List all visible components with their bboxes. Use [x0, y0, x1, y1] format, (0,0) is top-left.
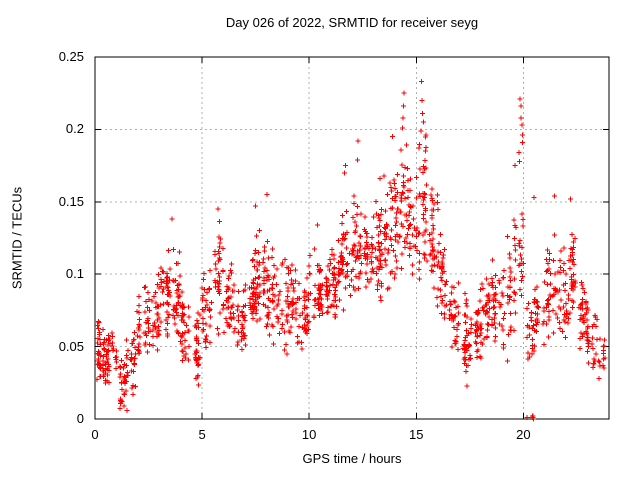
y-tick-label: 0: [76, 411, 84, 426]
plot-border: [94, 56, 610, 420]
x-tick-label: 5: [198, 427, 206, 442]
x-tick-label: 10: [301, 427, 317, 442]
x-tick-label: 20: [516, 427, 531, 442]
chart-title: Day 026 of 2022, SRMTID for receiver sey…: [225, 15, 479, 30]
y-tick-label: 0.2: [65, 121, 84, 137]
y-tick-label: 0.1: [65, 266, 84, 282]
y-tick-label: 0.05: [58, 338, 84, 354]
x-tick-label: 15: [409, 427, 424, 442]
axis-ticks: [94, 56, 609, 420]
y-tick-label: 0.25: [58, 49, 84, 64]
x-tick-label: 0: [91, 427, 99, 442]
scatter-points: [94, 79, 608, 422]
x-axis-label: GPS time / hours: [302, 451, 402, 466]
y-tick-label: 0.15: [58, 193, 84, 209]
